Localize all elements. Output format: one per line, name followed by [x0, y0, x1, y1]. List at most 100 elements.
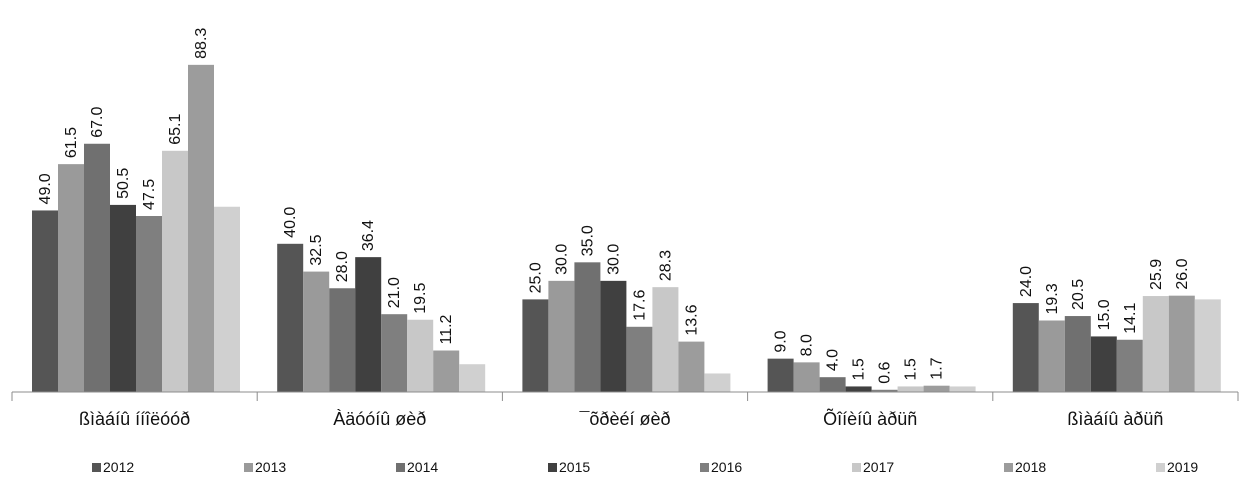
data-label: 30.0	[553, 244, 570, 275]
bar-2013-cat-4	[1038, 320, 1065, 392]
bar-2012-cat-0	[32, 210, 58, 392]
bar-2018-cat-0	[188, 64, 214, 392]
data-label: 61.5	[63, 127, 80, 158]
bar-2015-cat-0	[110, 204, 136, 392]
legend-label-2013: 2013	[255, 459, 286, 475]
data-label: 67.0	[89, 107, 106, 138]
data-label: 50.5	[115, 168, 132, 199]
bars-layer	[32, 64, 1221, 393]
legend-swatch-2014	[396, 463, 405, 472]
category-label: ¯õðèéí øèð	[578, 409, 670, 429]
category-label: Àäóóíû øèð	[333, 409, 426, 429]
bar-2015-cat-4	[1090, 336, 1117, 393]
data-label: 1.7	[929, 357, 946, 379]
bar-2018-cat-4	[1168, 295, 1195, 392]
bar-2016-cat-3	[871, 389, 898, 392]
category-label: ßìàáíû ííîëóóð	[79, 409, 190, 429]
bar-2012-cat-3	[767, 358, 794, 392]
data-label: 32.5	[308, 234, 325, 265]
bar-2019-cat-1	[459, 364, 486, 392]
data-label: 0.6	[877, 361, 894, 383]
legend-swatch-2017	[852, 463, 861, 472]
bar-2012-cat-4	[1012, 303, 1039, 392]
data-label: 26.0	[1174, 258, 1191, 289]
bar-2019-cat-2	[704, 373, 731, 392]
data-label: 21.0	[386, 277, 403, 308]
bar-2016-cat-0	[136, 216, 162, 392]
bar-2017-cat-4	[1142, 296, 1169, 392]
bar-2017-cat-3	[897, 386, 924, 392]
legend-swatch-2015	[548, 463, 557, 472]
data-label: 1.5	[851, 358, 868, 380]
bar-2013-cat-2	[548, 280, 575, 392]
legend-label-2019: 2019	[1167, 459, 1198, 475]
bar-2017-cat-2	[652, 287, 679, 392]
bar-2018-cat-2	[678, 341, 705, 392]
data-label: 4.0	[825, 349, 842, 371]
legend-label-2017: 2017	[863, 459, 894, 475]
data-label: 13.6	[683, 304, 700, 335]
x-axis: ßìàáíû ííîëóóð Àäóóíû øèð ¯õðèéí øèð Õîíèíû…	[11, 391, 1239, 429]
data-label: 47.5	[141, 179, 158, 210]
bar-2013-cat-1	[303, 271, 330, 392]
data-label: 30.0	[605, 244, 622, 275]
bar-2019-cat-4	[1194, 299, 1221, 393]
bar-2015-cat-3	[845, 386, 872, 392]
data-label: 19.5	[412, 283, 429, 314]
data-label: 88.3	[193, 28, 210, 59]
legend-label-2016: 2016	[711, 459, 742, 475]
legend: 2012 2013 2014 2015 2016 2017 2018 2019	[92, 459, 1198, 475]
data-label: 19.3	[1044, 283, 1061, 314]
bar-2019-cat-0	[214, 206, 240, 392]
legend-label-2018: 2018	[1015, 459, 1046, 475]
bar-2014-cat-1	[329, 288, 356, 392]
bar-2013-cat-0	[58, 164, 84, 392]
legend-swatch-2019	[1156, 463, 1165, 472]
legend-label-2012: 2012	[103, 459, 134, 475]
data-label: 14.1	[1122, 303, 1139, 334]
bar-2014-cat-2	[574, 262, 601, 392]
bar-2012-cat-1	[277, 243, 304, 392]
bar-2014-cat-4	[1064, 316, 1091, 392]
bar-2012-cat-2	[522, 299, 549, 393]
bar-2016-cat-4	[1116, 339, 1143, 392]
bar-2017-cat-1	[407, 319, 434, 392]
bar-2014-cat-0	[84, 143, 110, 392]
data-label: 9.0	[773, 330, 790, 352]
legend-label-2015: 2015	[559, 459, 590, 475]
data-label: 49.0	[37, 173, 54, 204]
data-label: 24.0	[1018, 266, 1035, 297]
bar-2016-cat-1	[381, 314, 408, 392]
data-label: 28.3	[657, 250, 674, 281]
bar-2015-cat-1	[355, 257, 382, 392]
data-label: 40.0	[282, 207, 299, 238]
category-label: ßìàáíû àðüñ	[1067, 409, 1163, 429]
data-label: 36.4	[360, 220, 377, 251]
legend-swatch-2016	[700, 463, 709, 472]
data-label: 25.9	[1148, 259, 1165, 290]
data-label: 35.0	[579, 225, 596, 256]
legend-swatch-2012	[92, 463, 101, 472]
data-label: 25.0	[527, 262, 544, 293]
category-label: Õîíèíû àðüñ	[823, 408, 917, 429]
data-label: 65.1	[167, 114, 184, 145]
bar-2017-cat-0	[162, 150, 188, 392]
data-label: 8.0	[799, 334, 816, 356]
bar-2015-cat-2	[600, 280, 627, 392]
data-label: 1.5	[903, 358, 920, 380]
data-labels-layer: 49.0 61.5 67.0 50.5 47.5 65.1 88.3 40.0 32.5 28.0…	[37, 28, 1191, 384]
bar-2018-cat-1	[433, 350, 460, 392]
data-label: 28.0	[334, 251, 351, 282]
bar-2016-cat-2	[626, 326, 653, 392]
bar-2018-cat-3	[923, 385, 950, 392]
data-label: 15.0	[1096, 299, 1113, 330]
bar-2013-cat-3	[793, 362, 820, 392]
legend-label-2014: 2014	[407, 459, 438, 475]
data-label: 11.2	[438, 314, 455, 344]
legend-swatch-2013	[244, 463, 253, 472]
data-label: 17.6	[631, 290, 648, 321]
bar-2019-cat-3	[949, 386, 976, 392]
bar-2014-cat-3	[819, 377, 846, 392]
data-label: 20.5	[1070, 279, 1087, 310]
